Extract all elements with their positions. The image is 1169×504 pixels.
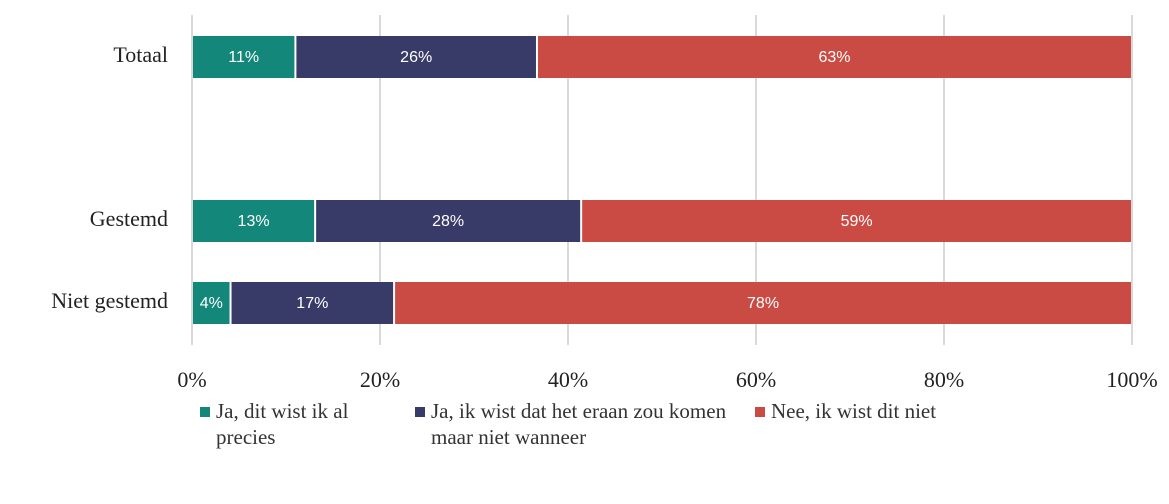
bar-segment <box>316 200 581 242</box>
legend: Ja, dit wist ik al precies Ja, ik wist da… <box>0 398 1169 504</box>
x-tick-label: 60% <box>736 367 776 392</box>
bar-segment <box>231 282 394 324</box>
bar-segment <box>193 282 230 324</box>
data-label: 63% <box>818 49 850 66</box>
legend-swatch <box>755 407 765 417</box>
data-label: 28% <box>432 213 464 230</box>
data-label: 26% <box>400 49 432 66</box>
legend-item: Ja, ik wist dat het eraan zou komen maar… <box>415 398 731 450</box>
data-label: 59% <box>841 213 873 230</box>
legend-label: Ja, dit wist ik al precies <box>216 399 349 449</box>
bar-segment <box>395 282 1132 324</box>
bar-segment <box>582 200 1131 242</box>
legend-label: Nee, ik wist dit niet <box>771 399 937 423</box>
legend-swatch <box>415 407 425 417</box>
bar-segment <box>193 36 295 78</box>
chart: 0% 20% 40% 60% 80% 100% Totaal 11% 26% 63% Gestemd… <box>51 15 1158 392</box>
data-label: 78% <box>747 295 779 312</box>
y-tick-label: Gestemd <box>90 206 168 231</box>
bar-segment <box>537 36 1131 78</box>
x-tick-label: 40% <box>548 367 588 392</box>
y-tick-label: Totaal <box>113 42 168 67</box>
bar-segment <box>193 200 315 242</box>
bar-segment <box>296 36 536 78</box>
data-label: 4% <box>200 295 223 312</box>
data-label: 11% <box>228 49 259 66</box>
legend-item: Nee, ik wist dit niet <box>755 398 1071 424</box>
data-label: 13% <box>238 213 270 230</box>
x-tick-label: 20% <box>360 367 400 392</box>
legend-item: Ja, dit wist ik al precies <box>200 398 381 450</box>
y-tick-label: Niet gestemd <box>51 288 168 313</box>
x-tick-label: 0% <box>177 367 206 392</box>
x-tick-label: 80% <box>924 367 964 392</box>
data-label: 17% <box>296 295 328 312</box>
legend-swatch <box>200 407 210 417</box>
x-tick-label: 100% <box>1106 367 1157 392</box>
legend-label: Ja, ik wist dat het eraan zou komen maar… <box>431 399 727 449</box>
